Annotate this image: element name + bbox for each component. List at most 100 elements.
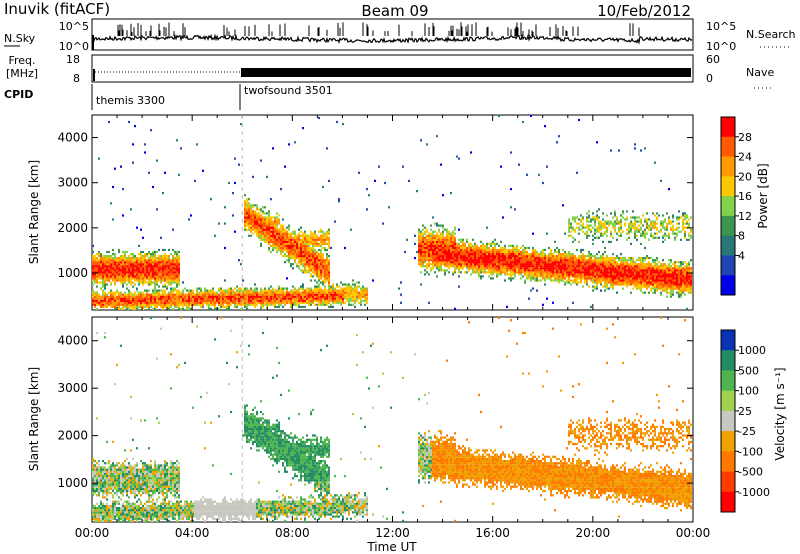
heatmap-cell	[594, 228, 596, 231]
heatmap-cell	[652, 220, 654, 223]
heatmap-cell	[430, 248, 432, 252]
heatmap-cell	[266, 299, 268, 302]
heatmap-cell	[244, 287, 246, 290]
heatmap-cell	[104, 297, 106, 300]
heatmap-cell	[232, 214, 234, 217]
heatmap-cell	[562, 261, 564, 264]
heatmap-cell	[420, 244, 422, 247]
heatmap-cell	[452, 230, 454, 233]
heatmap-cell	[626, 275, 628, 278]
heatmap-cell	[166, 279, 168, 282]
heatmap-cell	[590, 279, 592, 282]
heatmap-cell	[554, 279, 556, 282]
heatmap-cell	[438, 246, 440, 250]
heatmap-cell	[212, 289, 214, 292]
heatmap-cell	[550, 250, 552, 254]
heatmap-cell	[182, 303, 184, 306]
heatmap-cell	[594, 269, 596, 272]
heatmap-cell	[588, 269, 590, 272]
heatmap-cell	[184, 293, 186, 296]
heatmap-cell	[582, 269, 584, 272]
heatmap-cell	[656, 232, 658, 235]
heatmap-cell	[490, 273, 492, 276]
heatmap-cell	[458, 248, 460, 252]
heatmap-cell	[324, 234, 326, 237]
heatmap-cell	[558, 261, 560, 264]
heatmap-cell	[318, 291, 320, 294]
heatmap-cell	[166, 295, 168, 298]
heatmap-cell	[304, 238, 306, 241]
heatmap-cell	[462, 248, 464, 252]
heatmap-cell	[518, 250, 520, 254]
heatmap-cell	[446, 259, 448, 262]
heatmap-cell	[122, 307, 124, 310]
heatmap-cell	[606, 234, 608, 237]
heatmap-cell	[94, 261, 96, 264]
heatmap-cell	[524, 271, 526, 274]
heatmap-cell	[150, 275, 152, 278]
heatmap-cell	[92, 269, 94, 272]
heatmap-cell	[280, 188, 282, 191]
heatmap-cell	[518, 257, 520, 260]
heatmap-cell	[614, 265, 616, 268]
heatmap-cell	[136, 259, 138, 262]
heatmap-cell	[254, 305, 256, 308]
heatmap-cell	[174, 279, 176, 282]
heatmap-cell	[626, 263, 628, 266]
heatmap-cell	[186, 293, 188, 296]
heatmap-cell	[124, 255, 126, 258]
heatmap-cell	[346, 285, 348, 288]
heatmap-cell	[328, 305, 330, 308]
heatmap-cell	[548, 246, 550, 250]
heatmap-cell	[432, 242, 434, 245]
heatmap-cell	[246, 299, 248, 302]
heatmap-cell	[166, 285, 168, 288]
heatmap-cell	[326, 293, 328, 296]
heatmap-cell	[110, 267, 112, 270]
heatmap-cell	[582, 275, 584, 278]
heatmap-cell	[564, 281, 566, 284]
heatmap-cell	[266, 297, 268, 300]
heatmap-cell	[284, 299, 286, 302]
heatmap-cell	[266, 238, 268, 241]
heatmap-cell	[162, 255, 164, 258]
heatmap-cell	[306, 248, 308, 252]
heatmap-cell	[442, 236, 444, 239]
heatmap-cell	[246, 228, 248, 231]
heatmap-cell	[176, 303, 178, 306]
heatmap-cell	[450, 246, 452, 250]
heatmap-cell	[176, 267, 178, 270]
heatmap-cell	[464, 242, 466, 245]
heatmap-cell	[260, 220, 262, 223]
heatmap-cell	[126, 287, 128, 290]
heatmap-cell	[634, 216, 636, 219]
heatmap-cell	[596, 253, 598, 256]
heatmap-cell	[366, 299, 368, 302]
heatmap-cell	[186, 307, 188, 310]
heatmap-cell	[420, 250, 422, 254]
heatmap-cell	[134, 299, 136, 302]
heatmap-cell	[422, 244, 424, 247]
heatmap-cell	[660, 230, 662, 233]
heatmap-cell	[188, 301, 190, 304]
heatmap-cell	[264, 232, 266, 235]
heatmap-cell	[244, 291, 246, 294]
heatmap-cell	[136, 303, 138, 306]
heatmap-cell	[486, 265, 488, 268]
heatmap-cell	[238, 299, 240, 302]
heatmap-cell	[202, 169, 204, 172]
heatmap-cell	[158, 303, 160, 306]
heatmap-cell	[338, 289, 340, 292]
heatmap-cell	[302, 127, 304, 130]
heatmap-cell	[568, 226, 570, 229]
heatmap-cell	[268, 299, 270, 302]
heatmap-cell	[196, 301, 198, 304]
heatmap-cell	[118, 293, 120, 296]
heatmap-cell	[162, 301, 164, 304]
heatmap-cell	[636, 265, 638, 268]
heatmap-cell	[576, 269, 578, 272]
heatmap-cell	[160, 277, 162, 280]
heatmap-cell	[316, 295, 318, 298]
heatmap-cell	[196, 293, 198, 296]
heatmap-cell	[582, 216, 584, 219]
